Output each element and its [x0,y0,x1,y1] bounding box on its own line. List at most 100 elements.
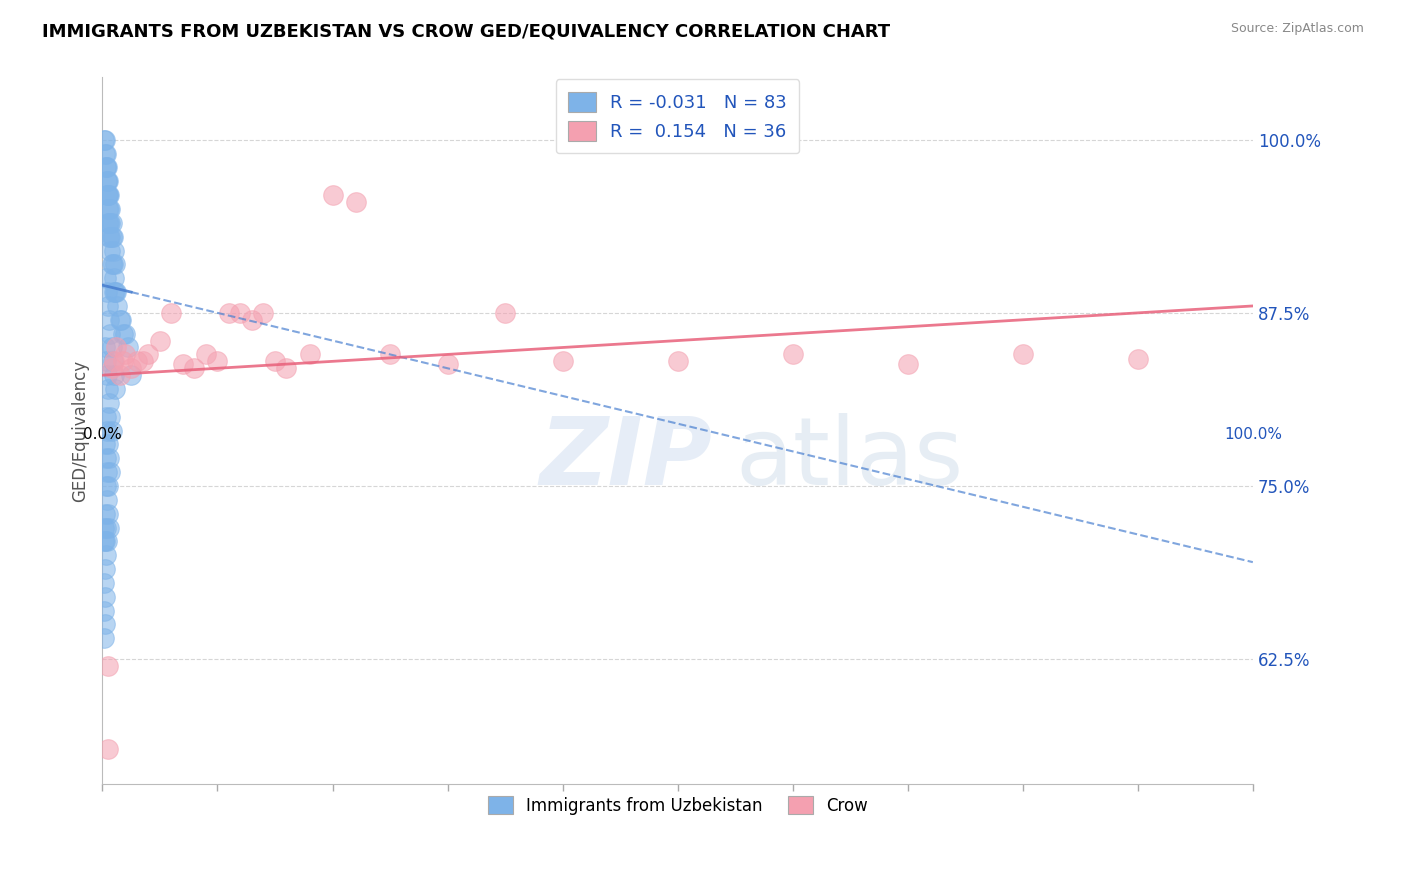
Point [97,742,120,756]
Point [98,520,121,534]
Point [98,229,121,244]
Point [93,507,115,521]
Point [93,590,115,604]
Point [96,368,118,383]
Point [229,306,252,320]
Point [103,285,125,299]
Point [120,361,142,376]
Point [93,534,115,549]
Point [104,382,127,396]
Point [149,334,172,348]
Point [105,341,128,355]
Point [782,347,804,361]
Point [1126,351,1149,366]
Point [96,174,118,188]
Point [138,347,160,361]
Point [104,285,127,299]
Point [94,271,117,285]
Point [194,347,217,361]
Point [100,409,122,424]
Point [97,507,120,521]
Point [97,188,120,202]
Point [97,659,120,673]
Point [96,285,118,299]
Point [98,188,121,202]
Point [97,479,120,493]
Point [96,424,118,438]
Point [97,382,120,396]
Point [131,354,153,368]
Point [100,326,122,341]
Point [93,632,115,646]
Point [96,465,118,479]
Point [551,354,574,368]
Point [321,188,343,202]
Point [207,354,229,368]
Y-axis label: GED/Equivalency: GED/Equivalency [72,359,89,501]
Point [103,271,125,285]
Point [100,229,122,244]
Point [100,465,122,479]
Point [98,396,121,410]
Point [100,424,122,438]
Point [94,354,117,368]
Point [93,562,115,576]
Point [100,257,122,271]
Point [117,341,139,355]
Point [436,357,458,371]
Text: IMMIGRANTS FROM UZBEKISTAN VS CROW GED/EQUIVALENCY CORRELATION CHART: IMMIGRANTS FROM UZBEKISTAN VS CROW GED/E… [42,22,890,40]
Point [97,216,120,230]
Point [112,354,135,368]
Point [666,354,689,368]
Text: 100.0%: 100.0% [1223,427,1282,442]
Point [101,257,124,271]
Point [100,244,122,258]
Point [98,313,121,327]
Point [94,479,117,493]
Point [378,347,401,361]
Point [103,368,125,383]
Text: ZIP: ZIP [540,413,713,505]
Point [94,409,117,424]
Point [276,361,298,376]
Text: 0.0%: 0.0% [83,427,122,442]
Point [94,161,117,175]
Point [101,229,124,244]
Point [344,195,367,210]
Point [93,341,115,355]
Point [1011,347,1033,361]
Point [97,299,120,313]
Point [96,161,118,175]
Point [93,437,115,451]
Point [98,451,121,466]
Point [93,534,115,549]
Text: atlas: atlas [735,413,963,505]
Point [103,244,125,258]
Point [108,368,131,383]
Point [97,174,120,188]
Point [98,202,121,216]
Point [298,347,321,361]
Point [97,188,120,202]
Point [264,354,287,368]
Point [96,188,118,202]
Legend: Immigrants from Uzbekistan, Crow: Immigrants from Uzbekistan, Crow [478,786,877,825]
Point [103,354,125,368]
Point [105,299,128,313]
Point [114,326,136,341]
Point [94,161,117,175]
Point [97,437,120,451]
Point [172,357,194,371]
Point [240,313,263,327]
Point [93,146,115,161]
Point [96,174,118,188]
Point [112,326,135,341]
Point [114,347,136,361]
Point [98,216,121,230]
Point [97,202,120,216]
Point [93,133,115,147]
Point [96,492,118,507]
Point [105,285,128,299]
Point [93,576,115,591]
Point [100,229,122,244]
